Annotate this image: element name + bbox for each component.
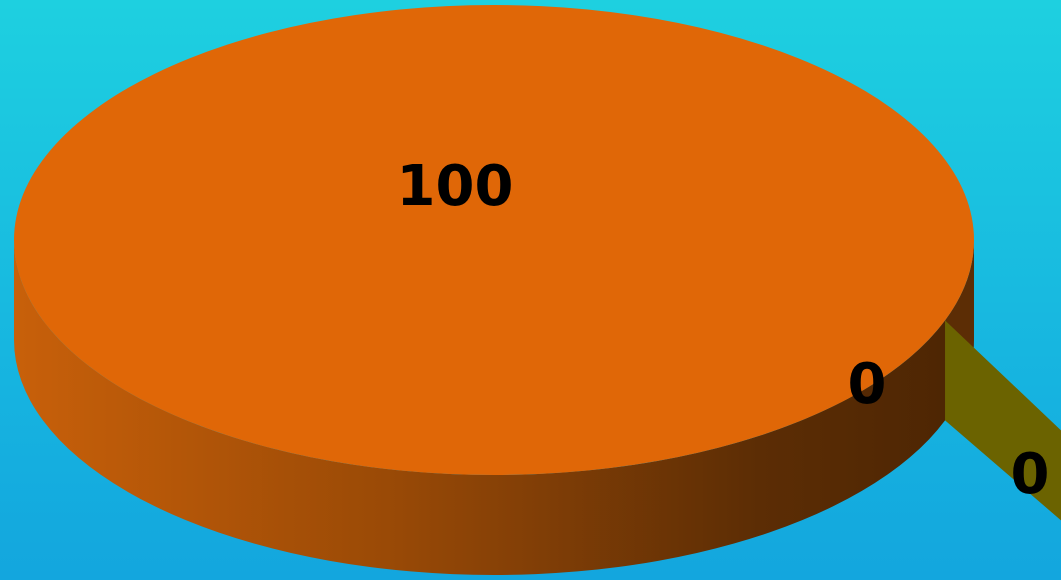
- pie-data-label: 0: [1011, 442, 1050, 507]
- pie-data-label: 0: [848, 352, 887, 417]
- pie-slice-100: [14, 5, 974, 475]
- pie-slice-side-0: [945, 320, 1061, 521]
- pie-data-label: 100: [397, 154, 514, 219]
- pie-slice-side-100: [14, 240, 946, 575]
